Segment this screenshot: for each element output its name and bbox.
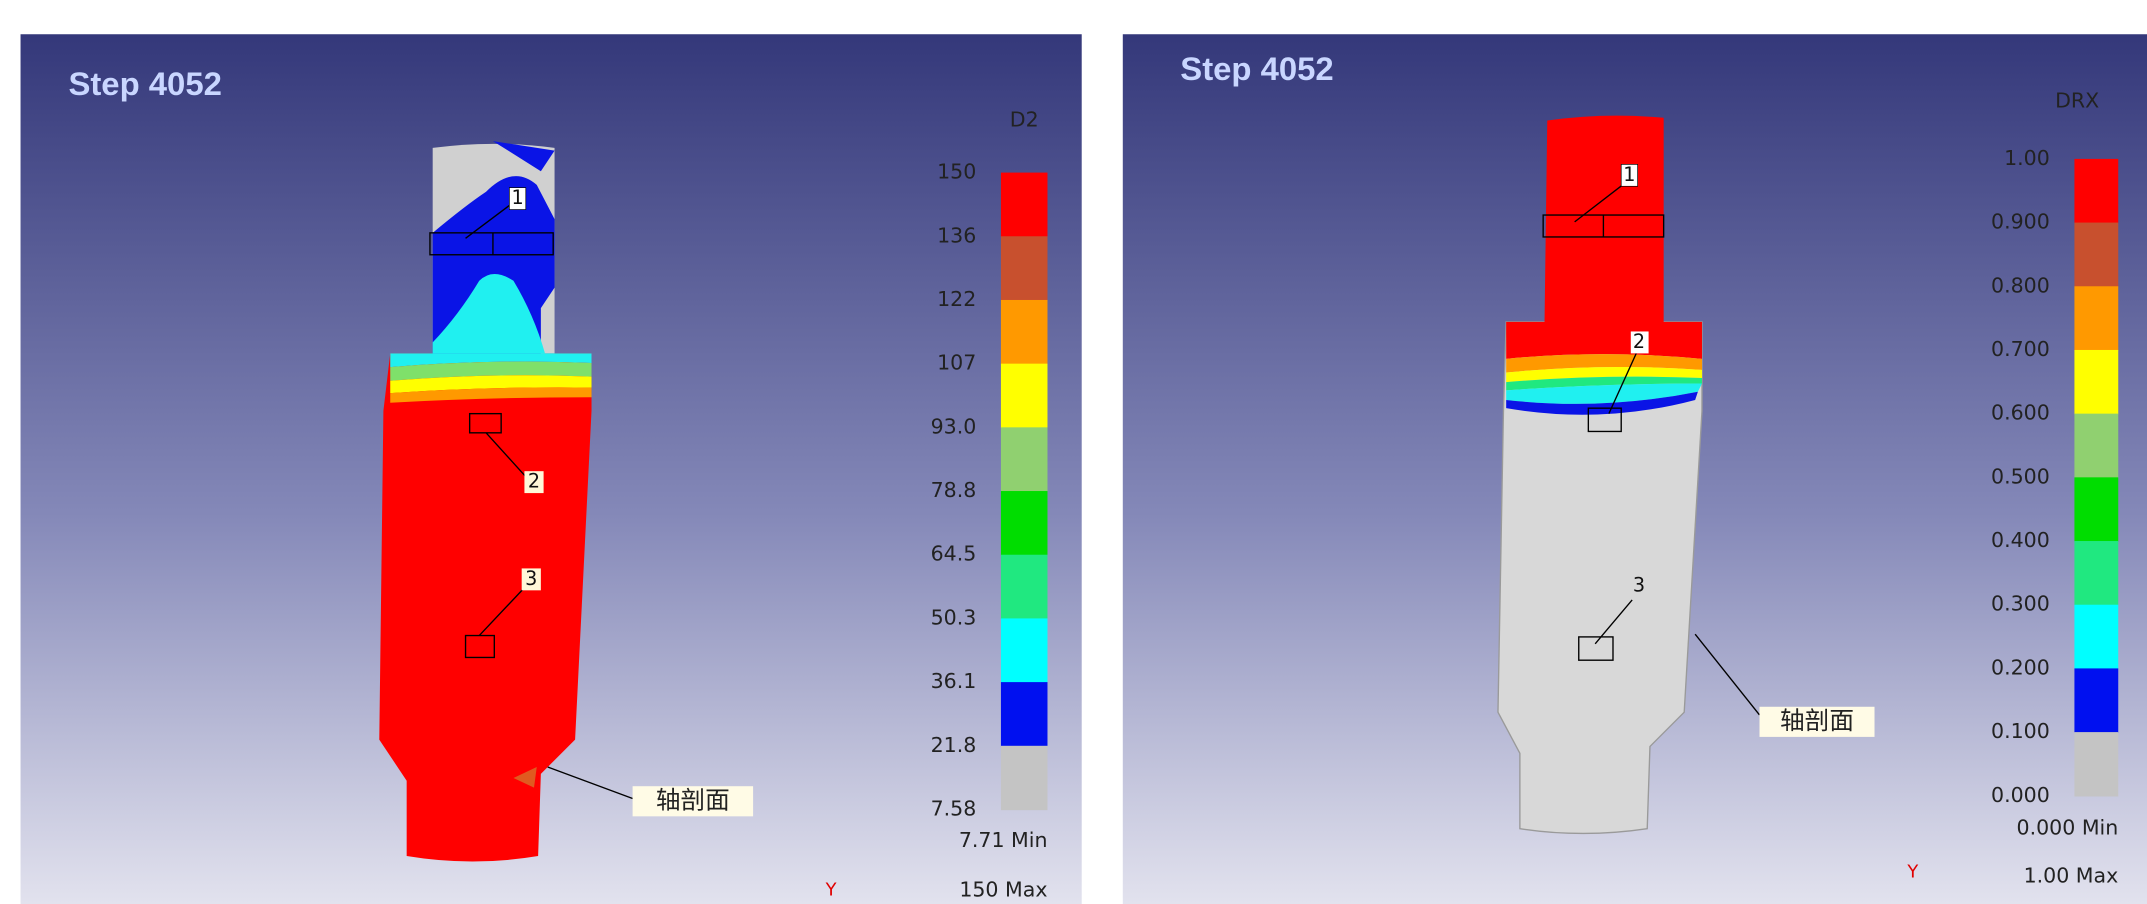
legend-band <box>1001 173 1048 237</box>
legend-tick-label: 0.600 <box>1991 401 2050 425</box>
step-label: Step 4052 <box>1180 50 1333 87</box>
legend-band <box>2074 668 2118 732</box>
max-label: 1.00 Max <box>2024 864 2119 888</box>
legend-band <box>1001 300 1048 364</box>
legend-band <box>1001 364 1048 428</box>
legend-tick-label: 136 <box>937 223 976 247</box>
max-label: 150 Max <box>959 877 1047 901</box>
legend-tick-label: 150 <box>937 160 976 184</box>
marker-label: 1 <box>1623 163 1635 186</box>
legend-tick-label: 64.5 <box>931 542 977 566</box>
legend-tick-label: 0.400 <box>1991 528 2050 552</box>
legend-tick-label: 122 <box>937 287 976 311</box>
legend-band <box>2074 350 2118 414</box>
legend-band <box>1001 682 1048 746</box>
min-label: 0.000 Min <box>2017 816 2119 840</box>
legend-tick-label: 0.700 <box>1991 337 2050 361</box>
legend-tick-label: 0.000 <box>1991 783 2050 807</box>
section-label: 轴剖面 <box>656 785 730 814</box>
legend-band <box>1001 427 1048 491</box>
legend-band <box>1001 618 1048 682</box>
legend-band <box>2074 223 2118 287</box>
legend-tick-label: 0.800 <box>1991 273 2050 297</box>
legend-tick-label: 36.1 <box>931 669 977 693</box>
legend-band <box>1001 555 1048 619</box>
legend-title: DRX <box>2055 88 2099 112</box>
legend-tick-label: 93.0 <box>931 414 977 438</box>
screenshot: Step 4052D215013612210793.078.864.550.33… <box>0 0 2147 904</box>
legend-band <box>1001 491 1048 555</box>
marker-label: 3 <box>1633 574 1645 597</box>
legend-tick-label: 0.300 <box>1991 592 2050 616</box>
legend-tick-label: 21.8 <box>931 733 977 757</box>
legend-title: D2 <box>1010 108 1039 132</box>
legend-tick-label: 50.3 <box>931 605 977 629</box>
legend-tick-label: 107 <box>937 351 976 375</box>
marker-label: 3 <box>525 567 537 590</box>
legend-band <box>2074 732 2118 796</box>
legend-band <box>2074 605 2118 669</box>
legend-band <box>2074 541 2118 605</box>
legend-tick-label: 1.00 <box>2004 146 2050 170</box>
legend-band <box>1001 236 1048 300</box>
legend-tick-label: 0.200 <box>1991 655 2050 679</box>
min-label: 7.71 Min <box>959 828 1048 852</box>
legend-band <box>2074 286 2118 350</box>
legend-tick-label: 78.8 <box>931 478 977 502</box>
legend-tick-label: 7.58 <box>931 796 977 820</box>
marker-label: 1 <box>511 186 523 209</box>
legend-tick-label: 0.900 <box>1991 210 2050 234</box>
legend-band <box>2074 477 2118 541</box>
marker-label: 2 <box>528 470 540 493</box>
legend-band <box>2074 159 2118 223</box>
legend-band <box>2074 414 2118 478</box>
marker-label: 2 <box>1633 330 1645 353</box>
axis-label: Y <box>825 879 837 900</box>
section-label: 轴剖面 <box>1780 706 1854 735</box>
legend-tick-label: 0.100 <box>1991 719 2050 743</box>
axis-label: Y <box>1906 861 1918 882</box>
step-label: Step 4052 <box>68 65 221 102</box>
legend-band <box>1001 746 1048 810</box>
legend-tick-label: 0.500 <box>1991 464 2050 488</box>
